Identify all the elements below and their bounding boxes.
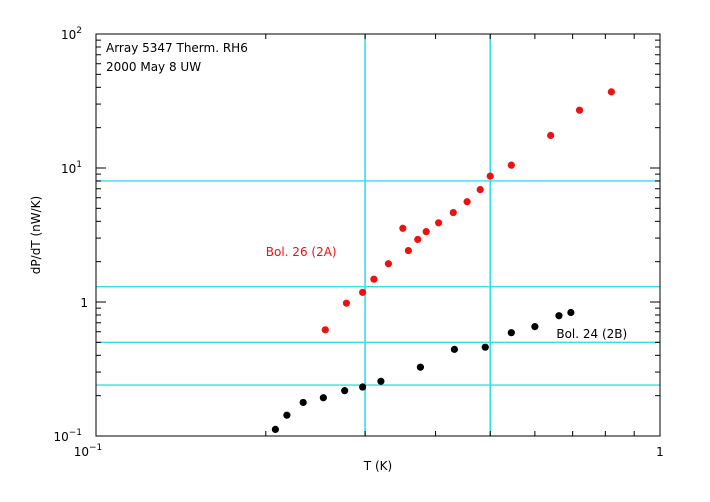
data-point-series-2 xyxy=(271,425,279,434)
data-point-series-2 xyxy=(319,394,327,402)
series-label-2: Bol. 24 (2B) xyxy=(556,327,627,341)
data-point-series-2 xyxy=(299,398,307,407)
x-tick-label: 10−1 xyxy=(74,443,103,459)
x-tick-label: 1 xyxy=(656,445,664,459)
y-tick-label: 102 xyxy=(61,26,82,42)
data-point-series-1 xyxy=(575,106,584,114)
data-point-series-2 xyxy=(416,363,425,371)
y-tick-label-exponent: 1 xyxy=(76,160,82,170)
data-point-series-1 xyxy=(486,172,494,180)
data-point-series-1 xyxy=(463,198,471,206)
y-axis-label: dP/dT (nW/K) xyxy=(29,196,43,274)
y-tick-label-mantissa: 1 xyxy=(80,296,88,310)
x-tick-label-mantissa: 10 xyxy=(74,445,89,459)
series-label-1: Bol. 26 (2A) xyxy=(266,245,337,259)
data-point-series-1 xyxy=(359,288,367,296)
data-point-series-1 xyxy=(607,88,615,96)
data-point-series-2 xyxy=(377,377,385,385)
data-point-series-2 xyxy=(507,329,515,337)
x-tick-label-mantissa: 1 xyxy=(656,445,664,459)
data-point-series-2 xyxy=(531,323,539,331)
data-point-series-1 xyxy=(404,246,412,255)
data-point-series-2 xyxy=(283,411,291,419)
data-point-series-1 xyxy=(476,185,484,194)
data-point-series-2 xyxy=(359,383,367,391)
y-tick-label: 101 xyxy=(61,160,82,176)
data-point-series-2 xyxy=(555,312,563,320)
y-tick-label-mantissa: 10 xyxy=(61,162,76,176)
data-point-series-1 xyxy=(414,235,422,244)
y-tick-label: 1 xyxy=(80,296,88,310)
data-point-series-1 xyxy=(370,275,378,283)
data-point-series-1 xyxy=(399,224,407,232)
data-point-series-1 xyxy=(384,260,393,268)
x-tick-label-exponent: −1 xyxy=(89,443,102,453)
data-point-series-2 xyxy=(341,387,349,395)
y-tick-label: 10−1 xyxy=(53,428,82,444)
plot-frame xyxy=(95,33,661,437)
data-point-series-1 xyxy=(449,208,457,217)
data-point-series-2 xyxy=(481,343,489,351)
data-point-series-1 xyxy=(435,219,443,227)
annotation-line1: Array 5347 Therm. RH6 xyxy=(106,41,248,55)
data-point-series-1 xyxy=(507,161,515,169)
y-tick-label-exponent: −1 xyxy=(69,428,82,438)
data-point-series-1 xyxy=(422,228,430,236)
y-tick-label-mantissa: 10 xyxy=(61,28,76,42)
y-tick-label-mantissa: 10 xyxy=(53,430,68,444)
data-point-series-2 xyxy=(450,345,459,353)
x-axis-label: T (K) xyxy=(363,459,392,473)
annotation-line2: 2000 May 8 UW xyxy=(106,60,201,74)
data-point-series-2 xyxy=(567,308,575,317)
data-point-series-1 xyxy=(547,131,555,140)
y-tick-label-exponent: 2 xyxy=(76,26,82,36)
data-point-series-1 xyxy=(342,299,351,307)
data-point-series-1 xyxy=(321,326,329,334)
